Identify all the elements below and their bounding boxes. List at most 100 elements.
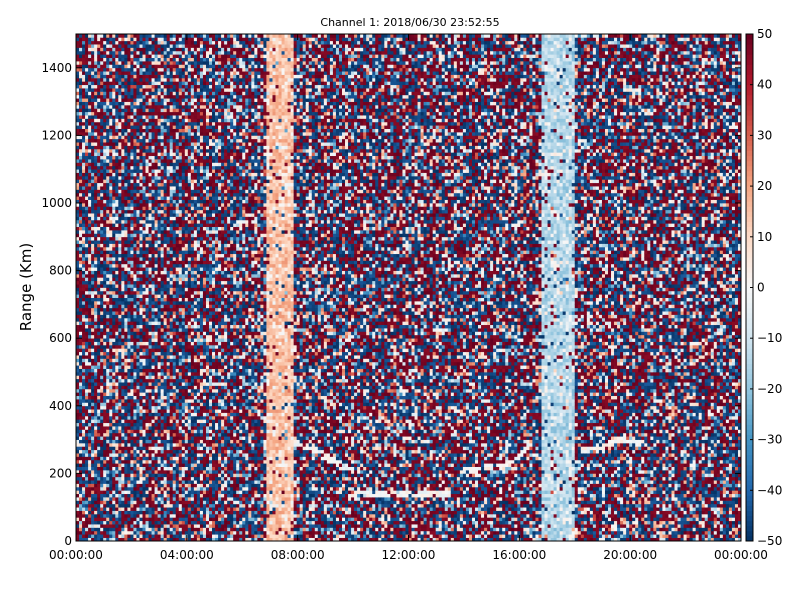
heatmap-cell: [148, 385, 152, 390]
heatmap-cell: [121, 273, 125, 278]
heatmap-cell: [109, 148, 113, 153]
heatmap-cell: [94, 108, 98, 113]
heatmap-cell: [130, 513, 134, 518]
heatmap-cell: [124, 165, 128, 170]
heatmap-cell: [79, 203, 83, 207]
heatmap-cell: [112, 301, 116, 305]
heatmap-cell: [136, 388, 140, 393]
heatmap-cell: [166, 466, 171, 471]
heatmap-cell: [76, 348, 80, 353]
heatmap-cell: [160, 159, 165, 163]
heatmap-cell: [148, 118, 152, 123]
heatmap-cell: [118, 321, 122, 326]
heatmap-cell: [163, 483, 168, 488]
heatmap-cell: [124, 442, 128, 447]
heatmap-cell: [76, 155, 80, 160]
heatmap-cell: [130, 277, 134, 282]
heatmap-cell: [130, 226, 134, 231]
heatmap-cell: [136, 270, 140, 275]
heatmap-cell: [160, 57, 165, 62]
heatmap-cell: [136, 179, 140, 184]
heatmap-cell: [103, 405, 107, 410]
heatmap-cell: [142, 223, 146, 228]
heatmap-cell: [85, 534, 89, 538]
heatmap-cell: [169, 476, 174, 481]
heatmap-cell: [118, 419, 122, 424]
heatmap-cell: [121, 203, 125, 207]
heatmap-cell: [118, 121, 122, 126]
heatmap-cell: [112, 524, 116, 528]
heatmap-cell: [157, 497, 161, 501]
heatmap-cell: [97, 206, 101, 211]
heatmap-cell: [121, 361, 125, 366]
heatmap-cell: [97, 263, 101, 268]
heatmap-cell: [115, 480, 119, 484]
heatmap-cell: [106, 321, 110, 326]
heatmap-cell: [154, 432, 158, 437]
heatmap-cell: [112, 240, 116, 244]
heatmap-cell: [172, 284, 177, 288]
heatmap-cell: [163, 223, 168, 228]
heatmap-cell: [160, 463, 165, 467]
heatmap-cell: [121, 172, 125, 177]
heatmap-cell: [121, 500, 125, 505]
heatmap-cell: [154, 473, 158, 478]
heatmap-cell: [127, 486, 131, 491]
heatmap-cell: [148, 449, 152, 454]
heatmap-cell: [166, 54, 171, 59]
heatmap-cell: [100, 142, 104, 146]
heatmap-cell: [148, 44, 152, 48]
heatmap-cell: [136, 344, 140, 349]
heatmap-cell: [130, 37, 134, 42]
heatmap-cell: [109, 530, 113, 535]
heatmap-cell: [172, 486, 177, 491]
heatmap-cell: [118, 520, 122, 525]
heatmap-cell: [115, 230, 119, 234]
heatmap-cell: [166, 81, 171, 86]
heatmap-cell: [115, 449, 119, 454]
heatmap-cell: [79, 273, 83, 278]
heatmap-cell: [130, 223, 134, 228]
heatmap-cell: [151, 84, 155, 89]
heatmap-cell: [172, 334, 177, 339]
heatmap-cell: [133, 165, 137, 170]
heatmap-cell: [139, 446, 143, 451]
heatmap-cell: [145, 500, 149, 505]
heatmap-cell: [157, 267, 161, 271]
heatmap-cell: [85, 64, 89, 69]
heatmap-cell: [115, 219, 119, 224]
heatmap-cell: [88, 162, 92, 167]
heatmap-cell: [154, 280, 158, 285]
heatmap-cell: [103, 466, 107, 471]
heatmap-cell: [127, 476, 131, 481]
heatmap-cell: [154, 402, 158, 407]
heatmap-cell: [94, 402, 98, 407]
heatmap-cell: [160, 34, 165, 38]
heatmap-cell: [139, 182, 143, 187]
heatmap-cell: [163, 226, 168, 231]
heatmap-cell: [100, 419, 104, 424]
heatmap-cell: [163, 230, 168, 234]
heatmap-cell: [94, 84, 98, 89]
heatmap-cell: [160, 84, 165, 89]
heatmap-cell: [127, 37, 131, 42]
heatmap-cell: [91, 203, 95, 207]
heatmap-cell: [118, 334, 122, 339]
heatmap-cell: [109, 175, 113, 180]
heatmap-cell: [76, 392, 80, 397]
heatmap-cell: [100, 453, 104, 457]
heatmap-cell: [145, 169, 149, 173]
heatmap-cell: [124, 179, 128, 184]
heatmap-cell: [127, 165, 131, 170]
heatmap-cell: [124, 219, 128, 224]
heatmap-cell: [175, 409, 180, 413]
heatmap-cell: [85, 71, 89, 75]
heatmap-cell: [100, 486, 104, 491]
heatmap-cell: [121, 392, 125, 397]
heatmap-cell: [115, 175, 119, 180]
heatmap-cell: [118, 412, 122, 417]
heatmap-cell: [97, 37, 101, 42]
heatmap-cell: [142, 77, 146, 82]
heatmap-cell: [133, 162, 137, 167]
heatmap-cell: [145, 439, 149, 444]
